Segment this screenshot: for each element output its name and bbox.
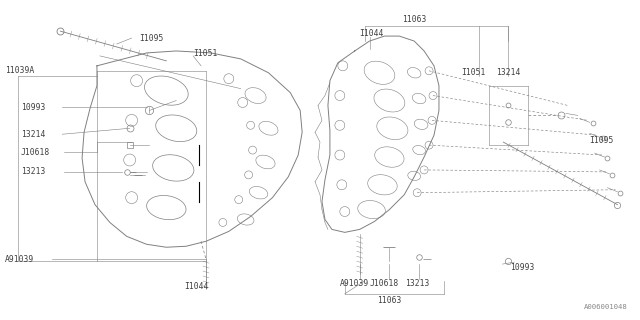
Text: 10993: 10993 bbox=[20, 103, 45, 112]
Text: A006001048: A006001048 bbox=[584, 304, 627, 310]
Text: J10618: J10618 bbox=[20, 148, 50, 156]
Text: I1044: I1044 bbox=[360, 28, 384, 38]
Text: 11063: 11063 bbox=[402, 15, 426, 24]
Text: 13213: 13213 bbox=[405, 279, 429, 288]
Text: I1051: I1051 bbox=[193, 49, 218, 59]
Text: I1044: I1044 bbox=[184, 282, 208, 292]
Text: 13214: 13214 bbox=[496, 68, 520, 77]
Text: I1051: I1051 bbox=[461, 68, 486, 77]
Text: 13214: 13214 bbox=[20, 130, 45, 139]
Text: 13213: 13213 bbox=[20, 167, 45, 176]
Text: 11063: 11063 bbox=[377, 296, 401, 305]
Text: 11039A: 11039A bbox=[4, 66, 34, 75]
Text: A91039: A91039 bbox=[340, 279, 369, 288]
Text: A91039: A91039 bbox=[4, 255, 34, 264]
Text: 10993: 10993 bbox=[510, 263, 534, 272]
Text: J10618: J10618 bbox=[370, 279, 399, 288]
Text: I1095: I1095 bbox=[140, 34, 164, 43]
Text: I1095: I1095 bbox=[589, 136, 614, 145]
